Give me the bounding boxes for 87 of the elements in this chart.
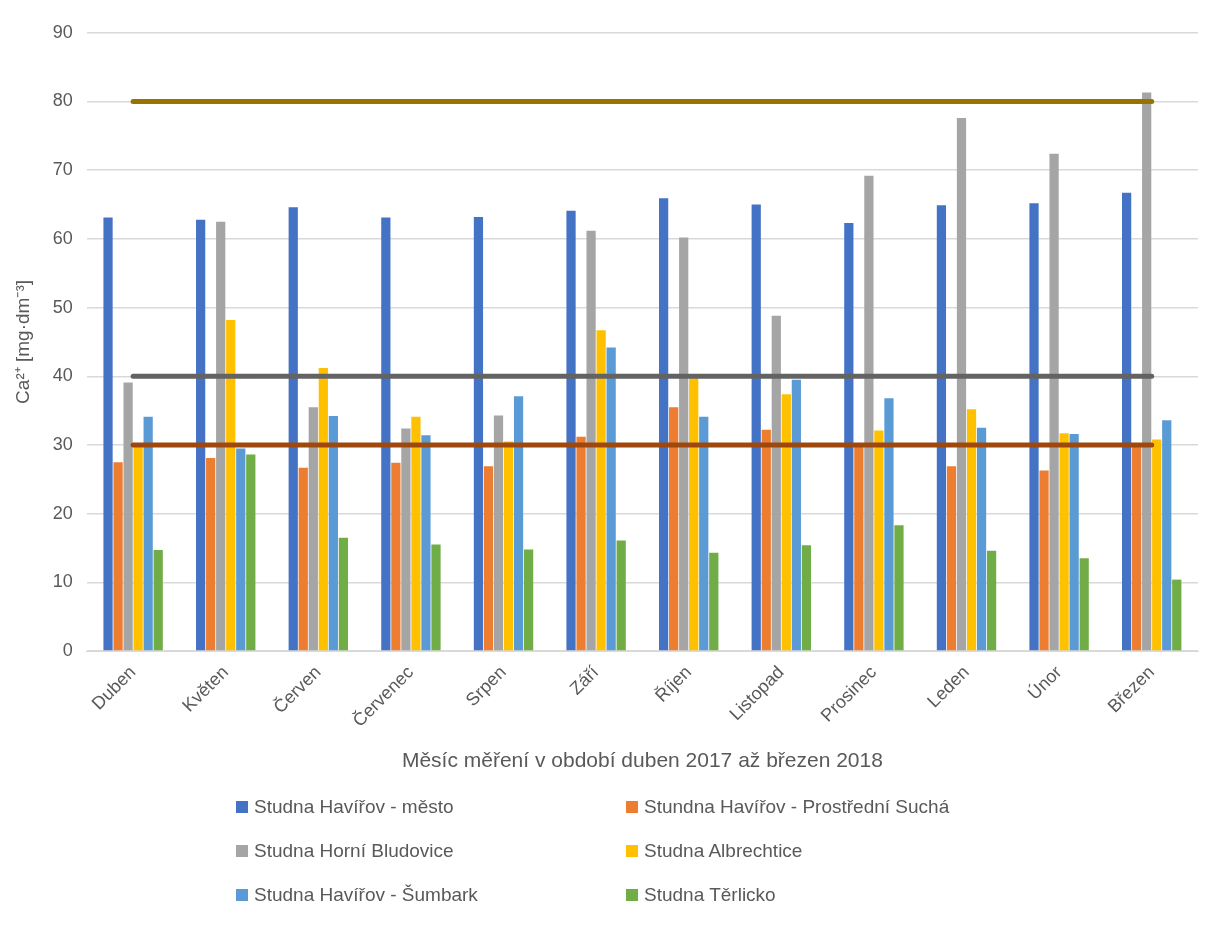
bar [381, 217, 391, 651]
bar [946, 466, 957, 651]
bar [318, 368, 328, 651]
bar [246, 454, 256, 651]
bar [153, 550, 163, 651]
bar [1142, 92, 1152, 651]
y-tick-label: 40 [52, 365, 73, 386]
bar [143, 416, 153, 651]
y-axis-title: Ca²⁺ [mg·dm⁻³] [11, 279, 33, 404]
bar [699, 416, 709, 651]
legend-label: Stundna Havířov - Prostřední Suchá [644, 796, 950, 818]
bar [791, 379, 801, 651]
bar [123, 382, 133, 651]
y-tick-label: 0 [62, 640, 73, 661]
bar [576, 436, 586, 651]
bar [513, 396, 524, 651]
y-tick-label: 80 [52, 90, 73, 111]
bar [1029, 203, 1039, 651]
legend-label: Studna Havířov - město [254, 796, 454, 818]
bar [781, 394, 791, 651]
bar [1172, 579, 1182, 651]
bar [1039, 470, 1049, 651]
bar [1132, 444, 1142, 651]
bar [966, 409, 977, 651]
bar [854, 444, 864, 651]
y-tick-label: 50 [52, 296, 73, 317]
bar [421, 435, 431, 651]
legend-label: Studna Těrlicko [644, 884, 776, 906]
bar [596, 330, 606, 651]
bar [493, 415, 504, 651]
bar [659, 198, 669, 651]
y-tick-label: 10 [52, 571, 73, 592]
y-tick-label: 90 [52, 21, 73, 42]
bar [586, 230, 596, 651]
bar [391, 462, 401, 651]
bar [1059, 433, 1069, 651]
bar [894, 525, 904, 651]
bar [761, 429, 771, 651]
bar [679, 237, 689, 651]
bar [616, 540, 626, 651]
bar [103, 217, 113, 651]
bar [1069, 433, 1079, 651]
bar [844, 223, 854, 651]
y-tick-label: 60 [52, 227, 73, 248]
bar [771, 315, 781, 651]
legend-label: Studna Albrechtice [644, 840, 803, 862]
bar [976, 427, 987, 651]
bar [874, 430, 884, 651]
legend-label: Studna Havířov - Šumbark [254, 884, 478, 906]
bar [884, 398, 894, 651]
legend-label: Studna Horní Bludovice [254, 840, 454, 862]
bar [751, 204, 761, 651]
y-tick-label: 20 [52, 502, 73, 523]
bar [288, 207, 298, 651]
bar [308, 407, 318, 651]
y-tick-label: 30 [52, 433, 73, 454]
bar [986, 550, 997, 651]
bar [483, 466, 494, 651]
bar [196, 219, 206, 651]
bar [226, 319, 236, 651]
bar [338, 537, 349, 651]
bar [936, 205, 947, 651]
bar [606, 347, 616, 651]
bar [566, 210, 576, 651]
y-tick-label: 70 [52, 159, 73, 180]
bar [401, 428, 411, 651]
bar [1079, 558, 1089, 651]
bar [956, 117, 967, 651]
bar [1122, 192, 1132, 651]
bar [801, 545, 811, 651]
bar [1152, 439, 1162, 651]
bar [298, 467, 308, 651]
bar [411, 416, 421, 651]
bar [206, 458, 216, 651]
bar [1162, 420, 1172, 651]
bar [216, 221, 226, 651]
bar [864, 175, 874, 651]
bar [431, 544, 441, 651]
bar [113, 462, 123, 651]
bar [669, 407, 679, 651]
bar [523, 549, 534, 651]
bar [328, 416, 338, 651]
x-axis-title: Měsíc měření v období duben 2017 až březen 2018 [401, 748, 883, 772]
bar [1049, 153, 1059, 651]
bar [236, 448, 246, 651]
bar [709, 552, 719, 651]
bar [473, 216, 484, 651]
